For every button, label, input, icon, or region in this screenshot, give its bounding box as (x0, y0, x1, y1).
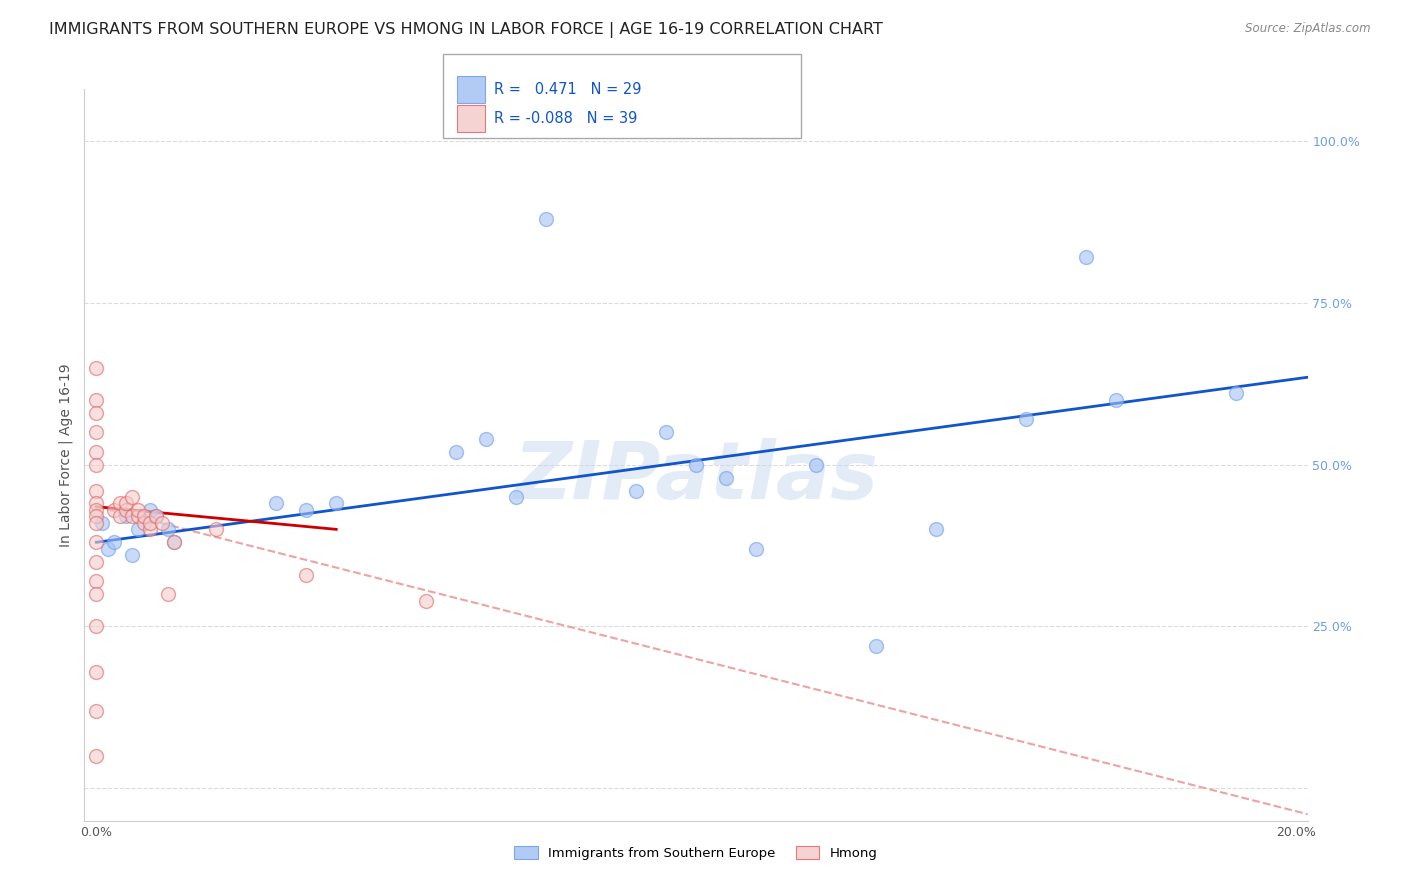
Point (86, 503, 108, 517)
Point (145, 509, 167, 524)
Point (139, 516, 162, 530)
Point (925, 522, 948, 536)
Text: ZIPatlas: ZIPatlas (513, 438, 879, 516)
Point (295, 503, 318, 517)
Point (86, 535, 108, 549)
Point (86, 619, 108, 633)
Point (103, 535, 125, 549)
Point (163, 535, 186, 549)
Point (157, 522, 180, 536)
Point (325, 496, 347, 510)
Point (1015, 412, 1038, 426)
Point (655, 425, 678, 440)
Point (624, 483, 647, 498)
Y-axis label: In Labor Force | Age 16-19: In Labor Force | Age 16-19 (58, 363, 73, 547)
Point (205, 522, 228, 536)
Point (1105, 392, 1128, 407)
Point (86, 483, 108, 498)
Point (127, 522, 149, 536)
Point (714, 470, 737, 484)
Point (86, 665, 108, 679)
Text: Source: ZipAtlas.com: Source: ZipAtlas.com (1246, 22, 1371, 36)
Point (121, 509, 143, 524)
Point (534, 211, 557, 226)
Point (86, 587, 108, 601)
Point (1225, 386, 1247, 401)
Point (121, 490, 143, 504)
Point (475, 432, 498, 446)
Point (86, 392, 108, 407)
Point (86, 360, 108, 375)
Point (97, 541, 120, 556)
Point (134, 509, 156, 524)
Point (295, 567, 318, 582)
Point (115, 496, 138, 510)
Point (865, 639, 887, 653)
Point (86, 704, 108, 718)
Point (804, 458, 827, 472)
Point (91, 516, 114, 530)
Point (121, 548, 143, 562)
Point (86, 748, 108, 763)
Text: IMMIGRANTS FROM SOUTHERN EUROPE VS HMONG IN LABOR FORCE | AGE 16-19 CORRELATION : IMMIGRANTS FROM SOUTHERN EUROPE VS HMONG… (49, 22, 883, 38)
Text: R =   0.471   N = 29: R = 0.471 N = 29 (494, 82, 641, 96)
Point (264, 496, 287, 510)
Point (1074, 251, 1097, 265)
Point (86, 496, 108, 510)
Point (127, 503, 149, 517)
Point (685, 458, 707, 472)
Point (86, 444, 108, 458)
Point (103, 503, 125, 517)
Point (163, 535, 186, 549)
Point (157, 587, 180, 601)
Point (86, 458, 108, 472)
Point (745, 541, 768, 556)
Point (150, 516, 173, 530)
Point (444, 444, 467, 458)
Point (86, 509, 108, 524)
Point (505, 490, 527, 504)
Point (86, 406, 108, 420)
Point (127, 509, 149, 524)
Point (115, 503, 138, 517)
Point (86, 574, 108, 589)
Point (139, 503, 162, 517)
Point (110, 509, 132, 524)
Point (86, 555, 108, 569)
Text: R = -0.088   N = 39: R = -0.088 N = 39 (494, 112, 637, 126)
Point (86, 425, 108, 440)
Point (115, 509, 138, 524)
Point (415, 593, 437, 607)
Legend: Immigrants from Southern Europe, Hmong: Immigrants from Southern Europe, Hmong (509, 840, 883, 865)
Point (86, 516, 108, 530)
Point (134, 516, 156, 530)
Point (139, 522, 162, 536)
Point (110, 496, 132, 510)
Point (145, 509, 167, 524)
